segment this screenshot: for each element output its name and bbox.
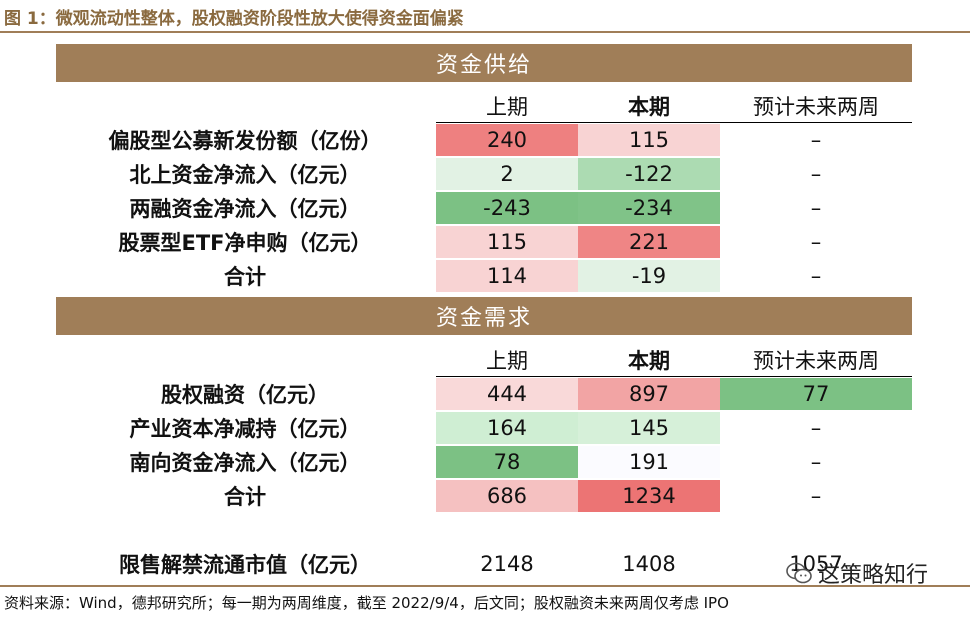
- demand-row-label: 合计: [224, 485, 266, 509]
- supply-row-prev: 114: [436, 260, 578, 292]
- demand-row-prev: 164: [436, 412, 578, 444]
- supply-section-header: 资金供给: [56, 44, 912, 82]
- demand-row-label: 股权融资（亿元）: [161, 383, 329, 407]
- unlock-curr: 1408: [622, 552, 676, 576]
- demand-row-label: 产业资本净减持（亿元）: [129, 417, 361, 441]
- supply-row-prev: 2: [436, 158, 578, 190]
- supply-row-curr: 221: [578, 226, 720, 258]
- demand-row-curr: 897: [578, 378, 720, 410]
- demand-row-prev: 686: [436, 480, 578, 512]
- supply-col-next: 预计未来两周: [753, 95, 879, 119]
- source-note: 资料来源：Wind，德邦研究所；每一期为两周维度，截至 2022/9/4，后文同…: [4, 594, 729, 612]
- supply-row-curr: -19: [578, 260, 720, 292]
- demand-row-next: 77: [720, 378, 912, 410]
- demand-row-label: 南向资金净流入（亿元）: [129, 451, 361, 475]
- demand-row-next: –: [720, 446, 912, 478]
- demand-col-curr: 本期: [628, 349, 670, 373]
- figure-title: 图 1：微观流动性整体，股权融资阶段性放大使得资金面偏紧: [4, 9, 464, 29]
- unlock-label: 限售解禁流通市值（亿元）: [119, 553, 371, 577]
- supply-row-next: –: [720, 124, 912, 156]
- watermark-text: 这策略知行: [818, 563, 929, 588]
- demand-section-header: 资金需求: [56, 297, 912, 335]
- title-rule: [0, 31, 970, 33]
- supply-row-next: –: [720, 226, 912, 258]
- supply-row-label: 偏股型公募新发份额（亿份）: [108, 129, 382, 153]
- supply-header-rule: [436, 122, 912, 123]
- demand-col-next: 预计未来两周: [753, 349, 879, 373]
- supply-row-prev: -243: [436, 192, 578, 224]
- source-rule: [0, 585, 970, 587]
- unlock-prev: 2148: [480, 552, 534, 576]
- demand-col-prev: 上期: [486, 349, 528, 373]
- supply-row-curr: 115: [578, 124, 720, 156]
- wechat-icon: [786, 562, 812, 584]
- supply-row-label: 股票型ETF净申购（亿元）: [118, 231, 372, 255]
- supply-row-curr: -122: [578, 158, 720, 190]
- supply-col-prev: 上期: [486, 95, 528, 119]
- supply-row-prev: 115: [436, 226, 578, 258]
- supply-row-prev: 240: [436, 124, 578, 156]
- supply-row-label: 两融资金净流入（亿元）: [129, 197, 361, 221]
- demand-row-next: –: [720, 412, 912, 444]
- supply-row-label: 北上资金净流入（亿元）: [129, 163, 361, 187]
- demand-row-curr: 191: [578, 446, 720, 478]
- supply-row-next: –: [720, 158, 912, 190]
- supply-row-label: 合计: [224, 265, 266, 289]
- supply-row-next: –: [720, 192, 912, 224]
- supply-row-curr: -234: [578, 192, 720, 224]
- watermark: 这策略知行: [786, 557, 928, 589]
- demand-row-next: –: [720, 480, 912, 512]
- demand-row-curr: 145: [578, 412, 720, 444]
- demand-row-prev: 78: [436, 446, 578, 478]
- demand-header-rule: [436, 376, 912, 377]
- supply-row-next: –: [720, 260, 912, 292]
- demand-row-curr: 1234: [578, 480, 720, 512]
- supply-col-curr: 本期: [628, 95, 670, 119]
- demand-row-prev: 444: [436, 378, 578, 410]
